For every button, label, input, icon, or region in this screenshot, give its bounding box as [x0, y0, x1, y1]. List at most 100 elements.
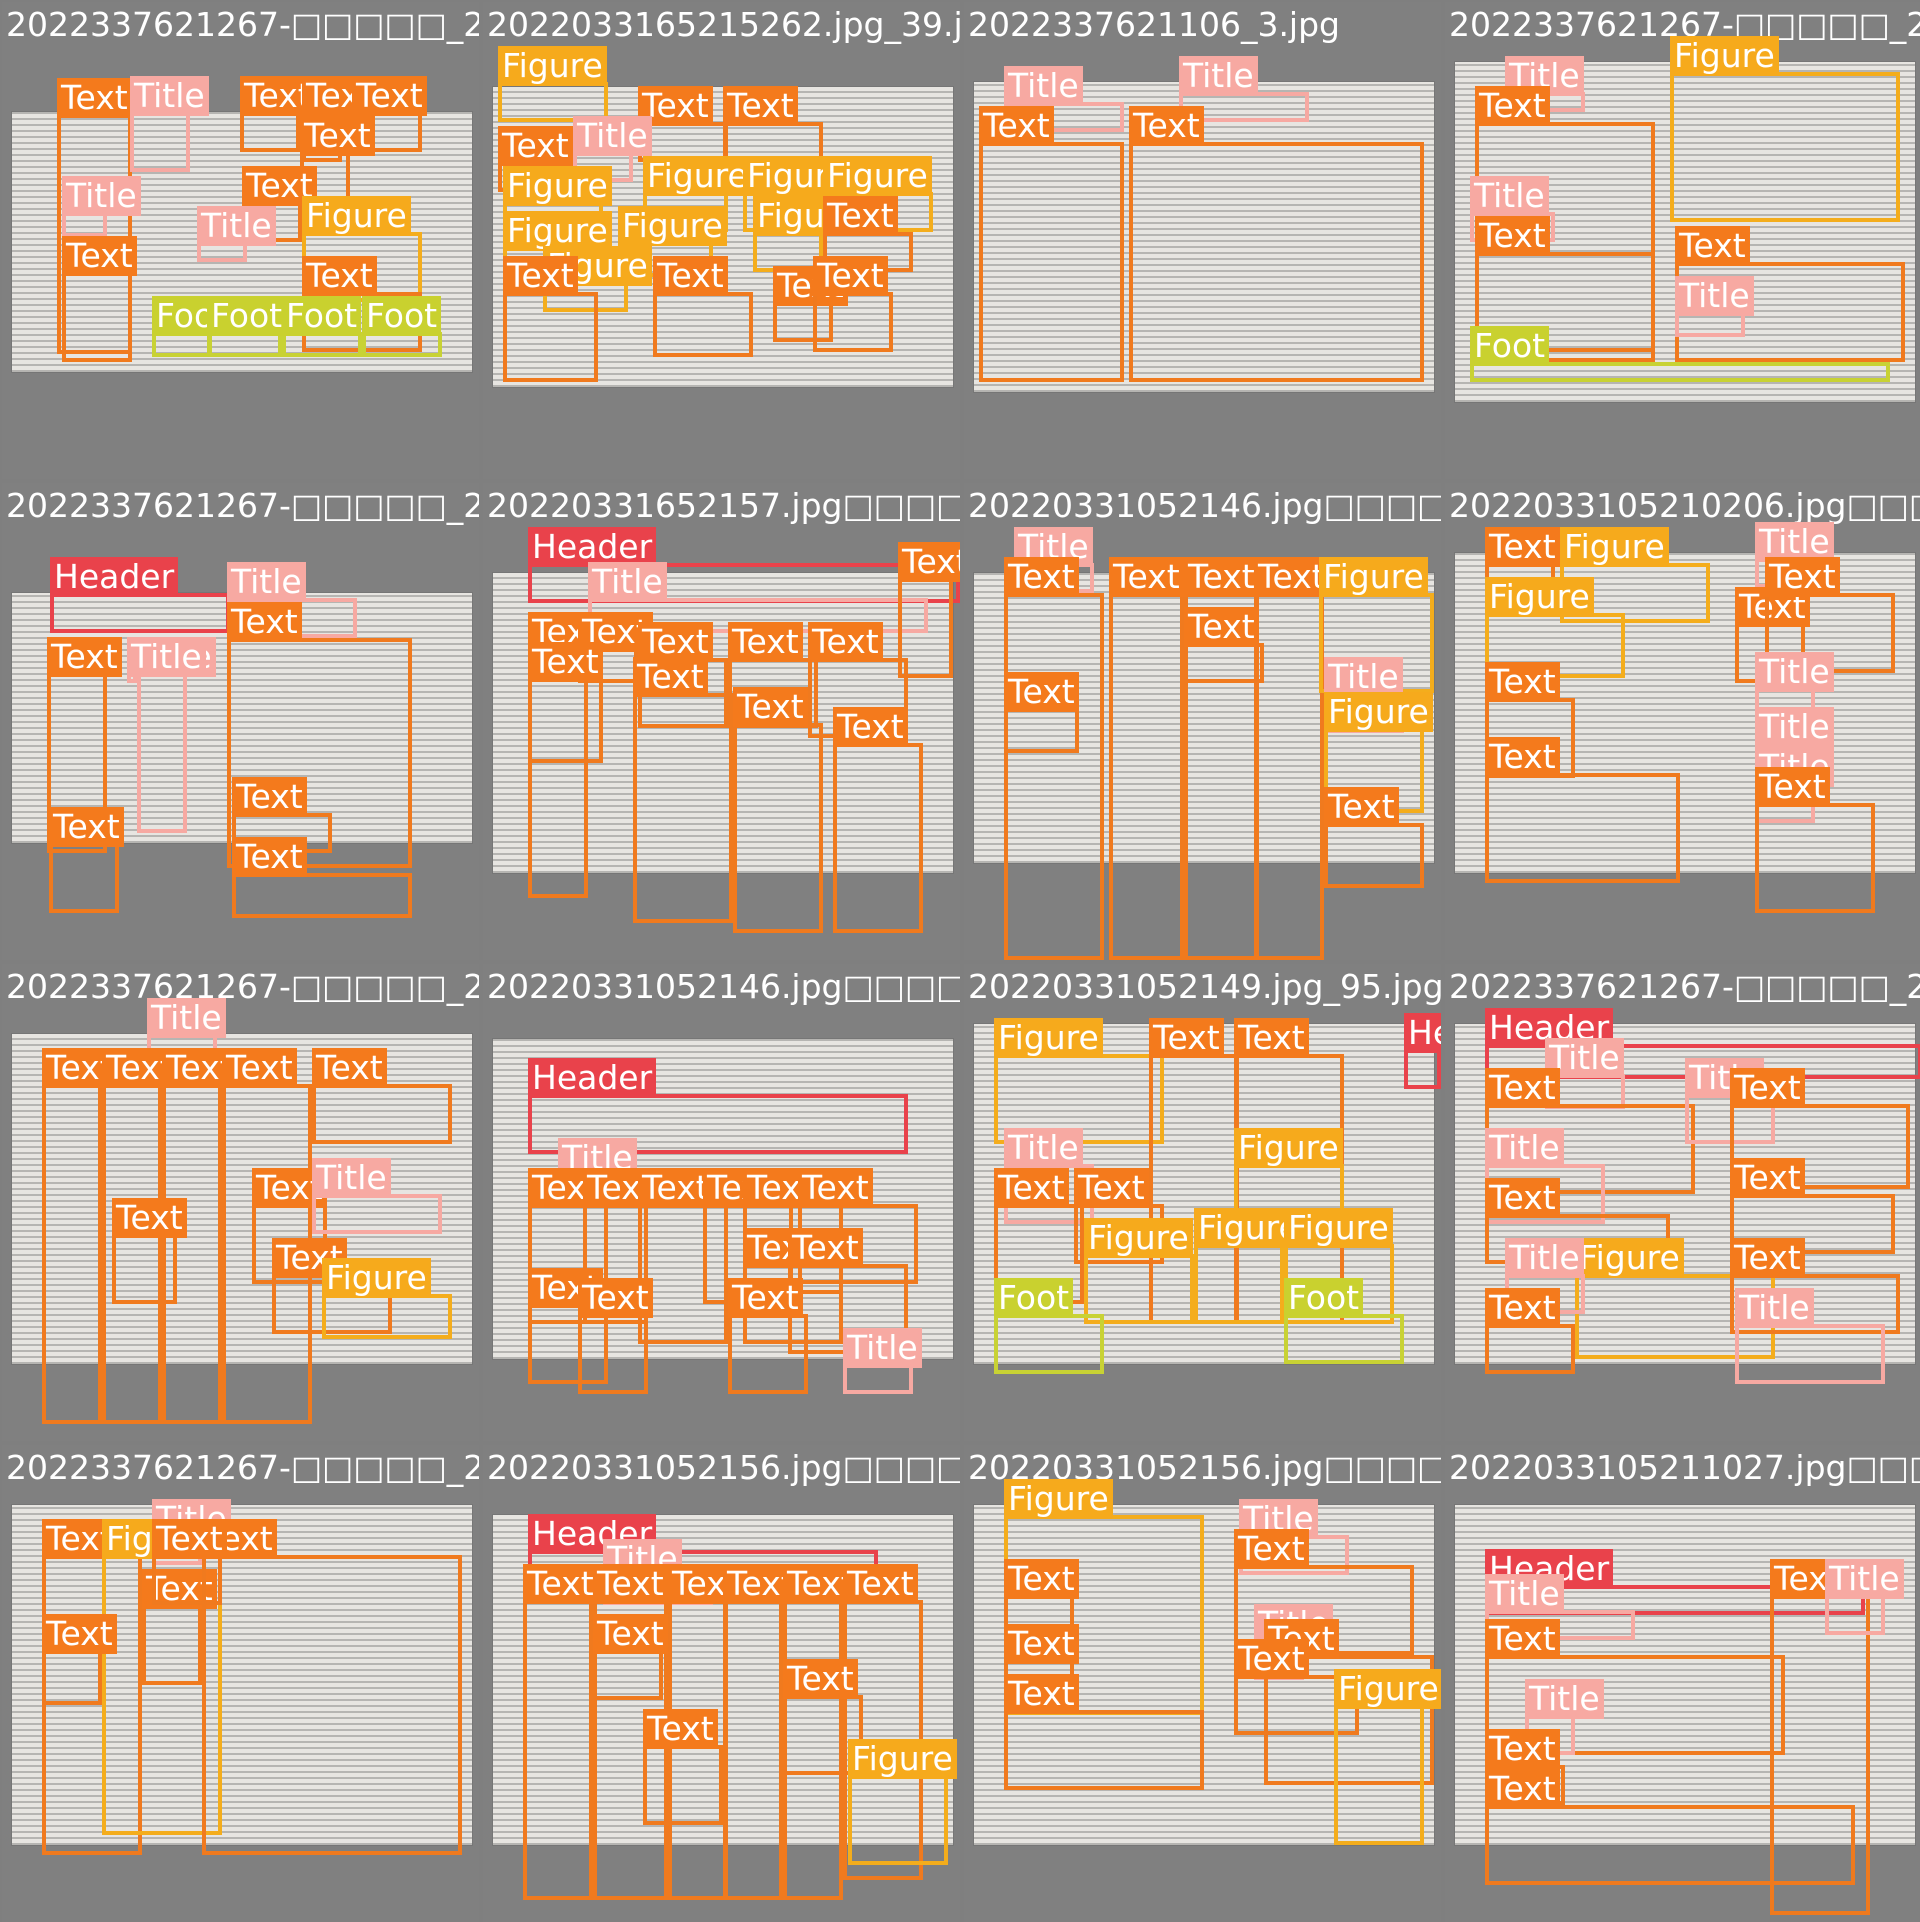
- detection-label: Foot: [1470, 326, 1550, 366]
- detection-label: Title: [1755, 652, 1834, 692]
- detection-label: Text: [222, 1048, 297, 1088]
- detection-label: Text: [823, 196, 898, 236]
- detection-label: Text: [783, 1659, 858, 1699]
- mosaic-tile: 2022337621267-□□□□□_20220331052146.jpgTi…: [2, 964, 479, 1441]
- detection-box-text: Text: [578, 1278, 653, 1394]
- detection-box-text: Text: [352, 76, 427, 152]
- detection-label: Figure: [994, 1018, 1103, 1058]
- detection-box-title: Title: [1470, 176, 1555, 242]
- detection-box-text: Text: [1485, 1288, 1575, 1374]
- detection-box-foot: Foot: [207, 296, 287, 357]
- detection-label: Title: [588, 562, 667, 602]
- detection-box-title: Title: [227, 562, 357, 638]
- detection-label: Text: [1485, 1769, 1560, 1809]
- detection-label: Text: [638, 1168, 713, 1208]
- tile-filename: 20220331052146.jpg□□□□□_202: [968, 486, 1441, 525]
- detection-label: Figure: [503, 166, 612, 206]
- detection-label: Text: [733, 687, 808, 727]
- detection-box-figure: Figure: [1575, 1238, 1775, 1359]
- detection-box-title: Title: [130, 76, 209, 172]
- detection-label: Title: [1525, 1679, 1604, 1719]
- detection-label: Title: [573, 116, 652, 156]
- detection-label: Text: [232, 837, 307, 877]
- detection-box-text: Text: [733, 687, 823, 933]
- detection-label: Figure: [1485, 577, 1594, 617]
- mosaic-tile: 2022033165215262.jpg_39.jpg Figure Text Tex…: [483, 2, 960, 479]
- detection-box-text: Text: [1730, 1068, 1910, 1189]
- detection-label: Figure: [1334, 1669, 1441, 1709]
- detection-box-figure: Figure: [1234, 1128, 1344, 1244]
- detection-box-title: Title: [1485, 1574, 1635, 1640]
- detection-box-text: Text: [498, 126, 573, 192]
- tile-filename: 2022337621267-□□□□□_20220331052156.jpg: [6, 1448, 479, 1487]
- detection-label: Text: [1129, 106, 1204, 146]
- detection-label: Figure: [1560, 527, 1669, 567]
- detection-label: Title: [1735, 1288, 1814, 1328]
- mosaic-tile: 20220331052149.jpg_95.jpg Figure Text Text H…: [964, 964, 1441, 1441]
- detection-label: Text: [898, 542, 960, 582]
- detection-label: Text: [1234, 1018, 1309, 1058]
- detection-box-text: Text: [47, 637, 122, 853]
- mosaic-tile: 2022033105211027.jpg□□□□□_202HeaderTitle…: [1445, 1445, 1920, 1922]
- detection-label: Header: [528, 527, 657, 567]
- detection-box-text: Text: [42, 1048, 117, 1424]
- detection-box-title: Title: [1525, 1679, 1604, 1755]
- detection-box-figure: Figure: [823, 156, 933, 232]
- detection-label: Foot: [282, 296, 362, 336]
- detection-label: Text: [1485, 527, 1560, 567]
- detection-label: Foot: [362, 296, 442, 336]
- detection-box-title: Title: [127, 637, 206, 683]
- detection-label: Text: [593, 1564, 668, 1604]
- detection-label: Text: [1109, 557, 1184, 597]
- detection-box-text: Text: [798, 1168, 918, 1284]
- detection-label: Title: [1485, 1128, 1564, 1168]
- tile-filename: 20220331052146.jpg□□□□□_202: [487, 967, 960, 1006]
- detection-box-text: Text: [1004, 1624, 1079, 1710]
- tile-filename: 2022337621106_3.jpg: [968, 5, 1340, 44]
- detection-box-text: Text: [232, 837, 412, 918]
- detection-label: Text: [1254, 557, 1329, 597]
- detection-label: Text: [728, 1278, 803, 1318]
- detection-box-text: Text: [528, 642, 603, 898]
- detection-label: Text: [1485, 1729, 1560, 1769]
- detection-label: Text: [523, 1564, 598, 1604]
- detection-label: Figure: [1575, 1238, 1684, 1278]
- detection-box-text: Text: [272, 1238, 392, 1334]
- detection-box-text: Text: [1755, 767, 1875, 913]
- detection-label: Title: [1179, 56, 1258, 96]
- detection-box-text: Text: [49, 807, 124, 913]
- detection-box-text: Text: [813, 256, 893, 352]
- detection-label: Text: [593, 1614, 668, 1654]
- detection-label: Figure: [302, 196, 411, 236]
- detection-box-text: Text: [593, 1564, 668, 1900]
- detection-label: Text: [498, 126, 573, 166]
- detection-box-text: Text: [638, 1168, 728, 1344]
- detection-box-text: Text: [227, 602, 412, 868]
- detection-label: Title: [62, 176, 141, 216]
- detection-label: Figure: [1324, 692, 1433, 732]
- detection-label: Foot: [1284, 1278, 1364, 1318]
- detection-label: Title: [1825, 1559, 1904, 1599]
- detection-box-text: Text: [300, 116, 375, 232]
- detection-label: Foot: [207, 296, 287, 336]
- detection-label: Text: [42, 1614, 117, 1654]
- detection-label: Text: [227, 602, 302, 642]
- detection-box-text: Text: [1184, 607, 1264, 683]
- detection-label: Text: [1324, 787, 1399, 827]
- detection-label: Text: [1730, 1158, 1805, 1198]
- detection-label: Title: [843, 1328, 922, 1368]
- detection-box-foot: Foot: [362, 296, 442, 357]
- detection-label: Text: [843, 1564, 918, 1604]
- detection-box-text: Text: [653, 256, 753, 357]
- detection-box-figure: Figure: [1560, 527, 1710, 623]
- detection-label: Text: [242, 166, 317, 206]
- detection-label: Header: [1404, 1013, 1441, 1053]
- mosaic-tile: 2022337621267-□□□□□_20220331052156.jpgTi…: [2, 1445, 479, 1922]
- detection-box-title: Title: [1179, 56, 1309, 122]
- detection-box-header: Header: [1404, 1013, 1441, 1089]
- detection-box-text: Text: [723, 1564, 798, 1900]
- detection-label: Title: [127, 637, 206, 677]
- detection-label: Text: [312, 1048, 387, 1088]
- detection-box-text: Text: [633, 657, 733, 923]
